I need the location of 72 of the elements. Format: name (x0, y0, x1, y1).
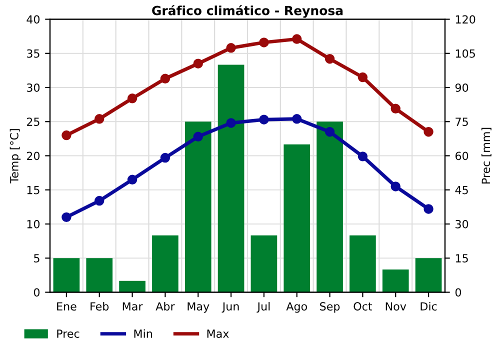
point (127, 174, 138, 184)
point (160, 74, 170, 84)
point (292, 114, 302, 124)
bar (350, 235, 376, 292)
point (226, 118, 236, 128)
bar (119, 280, 146, 292)
point (358, 152, 368, 162)
y2-tick-label: 120 (456, 15, 476, 24)
y-tick-label: 10 (27, 220, 40, 228)
y2-tick-label: 105 (456, 49, 475, 58)
point (94, 196, 104, 206)
x-tick-label: Jun (222, 302, 239, 313)
bar (382, 270, 409, 292)
y2-tick-label: 75 (456, 118, 468, 126)
point (259, 38, 269, 48)
bar (250, 235, 278, 292)
x-tick-label: Nov (386, 302, 406, 311)
bar (86, 258, 113, 292)
y-tick-label: 15 (27, 186, 40, 194)
x-tick-label: Mar (122, 302, 143, 311)
y-tick-label: 20 (26, 152, 40, 160)
bar (316, 122, 343, 292)
x-tick-label: Jul (256, 302, 270, 313)
legend-label: Min (134, 329, 152, 338)
point (424, 127, 434, 137)
point (160, 152, 170, 163)
y2-tick-label: 45 (455, 186, 468, 194)
bar (218, 64, 244, 292)
bar (284, 144, 310, 292)
x-tick-label: Oct (354, 302, 372, 311)
x-tick-label: Ago (286, 302, 307, 313)
legend-label: Max (207, 330, 229, 338)
y-tick-label: 30 (26, 83, 40, 92)
bar (53, 258, 80, 292)
x-tick-label: May (188, 302, 210, 313)
point (424, 204, 434, 214)
point (193, 58, 203, 68)
point (62, 130, 72, 140)
point (324, 127, 335, 137)
x-tick-label: Feb (90, 302, 109, 311)
y2-tick-label: 30 (456, 220, 468, 228)
bar (184, 122, 212, 292)
bar (415, 258, 442, 292)
point (390, 104, 400, 114)
y2-tick-label: 15 (456, 254, 468, 263)
y2-tick-label: 0 (455, 288, 462, 297)
y2-tick-label: 90 (455, 83, 468, 92)
y-tick-label: 25 (26, 118, 40, 126)
point (259, 114, 269, 124)
y-axis-title: Temp [°C] (10, 129, 21, 184)
chart-title: Gráfico climático - Reynosa (152, 5, 343, 18)
point (292, 34, 302, 44)
point (324, 54, 335, 64)
x-tick-label: Dic (420, 302, 437, 311)
bar (152, 235, 178, 292)
point (62, 212, 72, 222)
x-tick-label: Abr (156, 302, 175, 311)
point (390, 182, 400, 192)
legend-label: Prec (57, 330, 80, 338)
point (127, 94, 138, 104)
point (193, 132, 203, 142)
x-tick-label: Ene (57, 302, 76, 311)
x-tick-label: Sep (320, 302, 340, 313)
point (94, 114, 104, 124)
y-tick-label: 40 (26, 15, 40, 24)
y-tick-label: 35 (26, 49, 40, 58)
point (226, 43, 236, 53)
y-tick-label: 5 (34, 254, 40, 263)
y-tick-label: 0 (34, 288, 40, 297)
y2-tick-label: 60 (456, 152, 468, 160)
point (358, 72, 368, 82)
y2-axis-title: Prec [mm] (481, 128, 492, 184)
